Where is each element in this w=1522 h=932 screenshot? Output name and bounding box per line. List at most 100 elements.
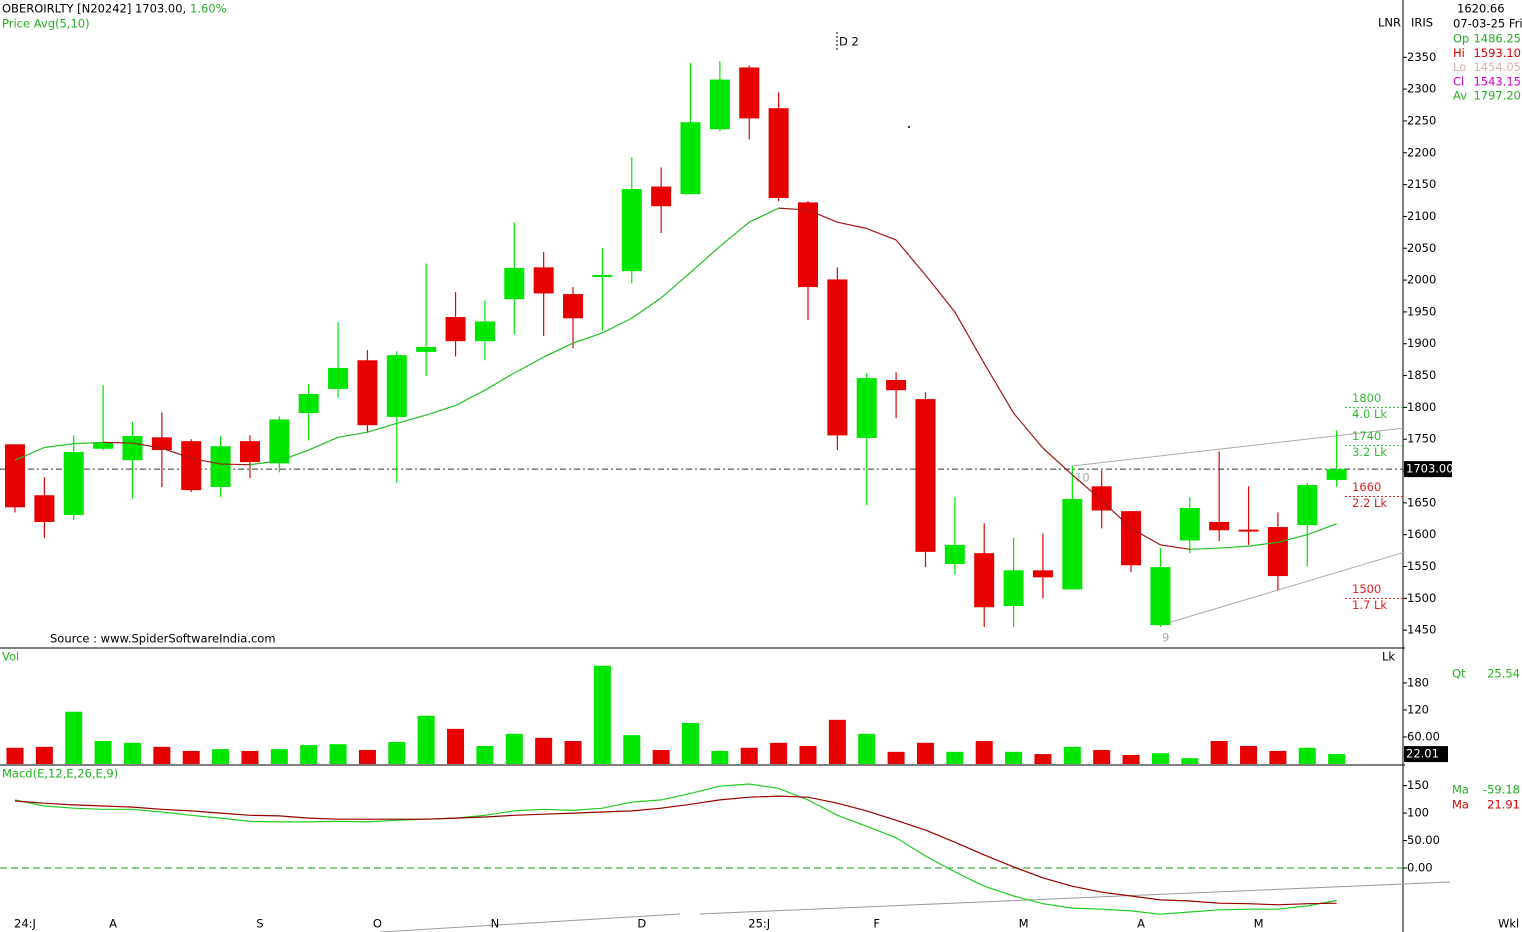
volume-bar [270, 749, 288, 764]
volume-bar [476, 745, 494, 764]
candle-body [621, 189, 642, 272]
y-tick-label: 1900 [1407, 336, 1436, 350]
volume-bar [153, 746, 171, 764]
average-line [425, 404, 456, 416]
candle-body [386, 355, 407, 417]
candle-body [592, 274, 613, 277]
average-line [748, 207, 779, 223]
candle-body [1062, 499, 1083, 590]
x-tick-label: M [1254, 917, 1264, 931]
info-value: 1593.10 [1473, 46, 1521, 60]
candle-body [680, 122, 701, 195]
x-tick-label: 24:J [14, 917, 36, 931]
volume-bar [828, 719, 846, 764]
trend-line [379, 913, 681, 932]
info-value: 1486.25 [1473, 32, 1521, 46]
last-volume-label: 22.01 [1406, 747, 1439, 761]
candle-body [1003, 570, 1024, 606]
info-value: 1543.15 [1473, 74, 1521, 88]
candle-body [1121, 511, 1142, 566]
volume-bar [887, 751, 905, 764]
volume-bar [505, 733, 523, 764]
macd-line [14, 795, 1337, 906]
y-tick-label: 1600 [1407, 527, 1436, 541]
average-line [1307, 523, 1337, 536]
average-line [660, 271, 691, 299]
volume-bar [1328, 754, 1346, 764]
info-label: Op [1453, 32, 1469, 46]
qt-label: Qt [1452, 667, 1466, 681]
candle-body [1150, 567, 1171, 626]
average-line [1219, 545, 1249, 549]
symbol: OBEROIRLTY [N20242] 1703.00, [2, 2, 186, 16]
candle-body [1326, 469, 1347, 480]
last-price-label: 1703.00 [1406, 462, 1454, 476]
candle-body [651, 186, 672, 207]
volume-unit: Lk [1382, 650, 1395, 664]
average-line [514, 356, 544, 374]
y-tick-label: 2100 [1407, 209, 1436, 223]
average-line [778, 207, 809, 211]
y-tick-label: 1850 [1407, 368, 1436, 382]
candle-body [533, 267, 554, 294]
candle-body [504, 267, 525, 300]
average-line [1013, 412, 1044, 449]
info-label: Lo [1453, 60, 1466, 74]
average-legend: Price Avg(5,10) [2, 17, 90, 31]
y-tick-label: 100 [1407, 806, 1429, 820]
volume-bar [329, 744, 347, 764]
candle-body [357, 360, 378, 426]
candle-body [709, 79, 730, 130]
volume-bar [6, 747, 24, 764]
average-line [249, 460, 280, 466]
volume-bar [1122, 754, 1140, 764]
average-line [1130, 527, 1161, 546]
candle-body [269, 419, 290, 464]
volume-bar [1240, 745, 1258, 764]
candle-body [915, 399, 936, 552]
volume-bar [1005, 751, 1023, 764]
y-tick-label: 1650 [1407, 495, 1436, 509]
dot [908, 126, 910, 128]
last-volume-box [1404, 746, 1448, 763]
level-note: 3.2 Lk [1352, 445, 1387, 459]
average-line [1101, 499, 1132, 529]
marker-label: D 2 [839, 35, 859, 49]
macd-label: Ma [1452, 783, 1469, 797]
volume-bar [1063, 746, 1081, 764]
average-line [631, 297, 662, 319]
x-tick-label: A [109, 917, 117, 931]
macd-value: -59.18 [1483, 783, 1520, 797]
volume-bar [1034, 754, 1052, 764]
y-tick-label: 1800 [1407, 400, 1436, 414]
candle-body [768, 108, 789, 198]
candle-body [5, 444, 25, 508]
candle-body [210, 446, 231, 487]
info-value: 1454.05 [1473, 60, 1521, 74]
average-line [191, 457, 221, 465]
y-tick-label: 50.00 [1407, 833, 1440, 847]
candle-body [1267, 527, 1288, 577]
info-mode: LNR [1378, 16, 1401, 30]
average-line [837, 221, 867, 230]
volume-bar [94, 741, 112, 764]
info-value: 1797.20 [1473, 89, 1521, 103]
info-price: 1620.66 [1457, 2, 1505, 16]
average-line [308, 436, 339, 451]
volume-bar [593, 665, 611, 764]
change: 1.60% [190, 2, 227, 16]
average-line [220, 463, 250, 466]
average-line [1277, 534, 1308, 543]
average-line [1071, 474, 1103, 501]
volume-bar [564, 741, 582, 764]
y-tick-label: 1450 [1407, 623, 1436, 637]
average-line [1248, 541, 1278, 547]
average-line [484, 372, 515, 391]
macd-line [14, 783, 1337, 915]
level-note: 2.2 Lk [1352, 496, 1387, 510]
volume-bar [1269, 750, 1287, 764]
average-line [1042, 447, 1073, 476]
volume-bar [1093, 750, 1111, 764]
period: Wkl [1498, 917, 1519, 931]
y-tick-label: 2000 [1407, 273, 1436, 287]
